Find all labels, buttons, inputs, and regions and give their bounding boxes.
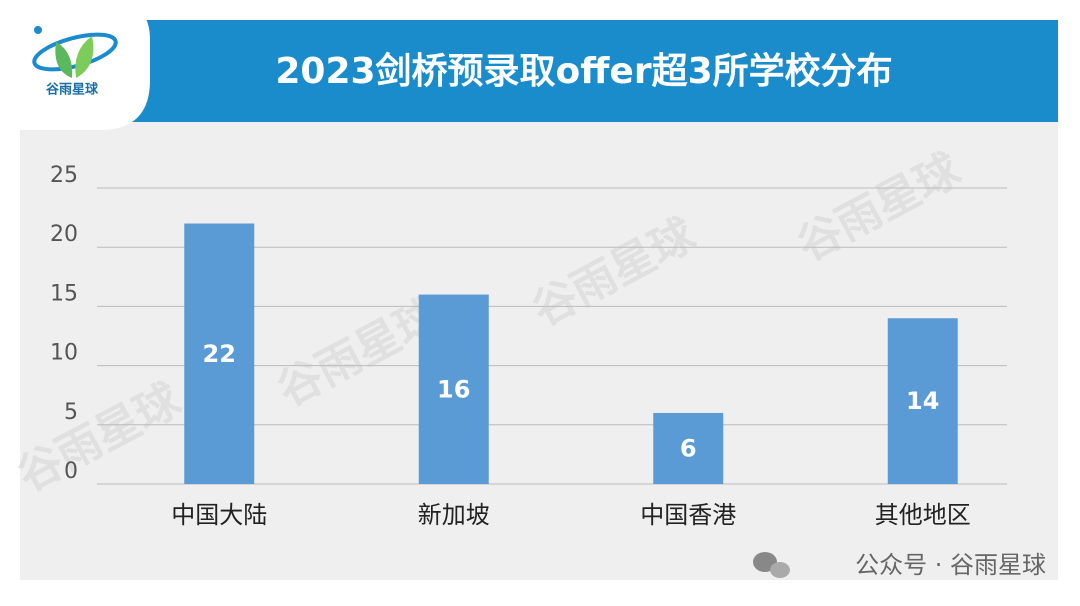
value-label: 6: [680, 434, 697, 462]
value-label: 22: [203, 340, 236, 368]
logo-icon: [32, 26, 118, 78]
bar: [184, 223, 255, 484]
y-tick-label: 15: [50, 281, 78, 306]
bar: [653, 412, 724, 484]
value-label: 14: [906, 387, 939, 415]
value-label: 16: [437, 375, 470, 403]
x-tick-label: 其他地区: [875, 501, 971, 529]
wechat-icon: [753, 552, 790, 578]
bar: [418, 294, 489, 484]
header-bar: [110, 20, 1058, 122]
bar: [887, 318, 958, 484]
footer: 公众号 · 谷雨星球: [855, 551, 1046, 579]
y-tick-label: 10: [50, 341, 78, 366]
logo-text: 谷雨星球: [46, 82, 99, 98]
y-tick-label: 5: [64, 400, 78, 425]
chart-title: 2023剑桥预录取offer超3所学校分布: [275, 50, 892, 92]
y-tick-label: 20: [50, 222, 78, 247]
y-tick-label: 0: [64, 459, 78, 484]
y-tick-label: 25: [50, 163, 78, 188]
x-tick-label: 中国香港: [640, 501, 736, 529]
x-tick-label: 中国大陆: [171, 501, 267, 529]
x-tick-label: 新加坡: [418, 501, 490, 529]
